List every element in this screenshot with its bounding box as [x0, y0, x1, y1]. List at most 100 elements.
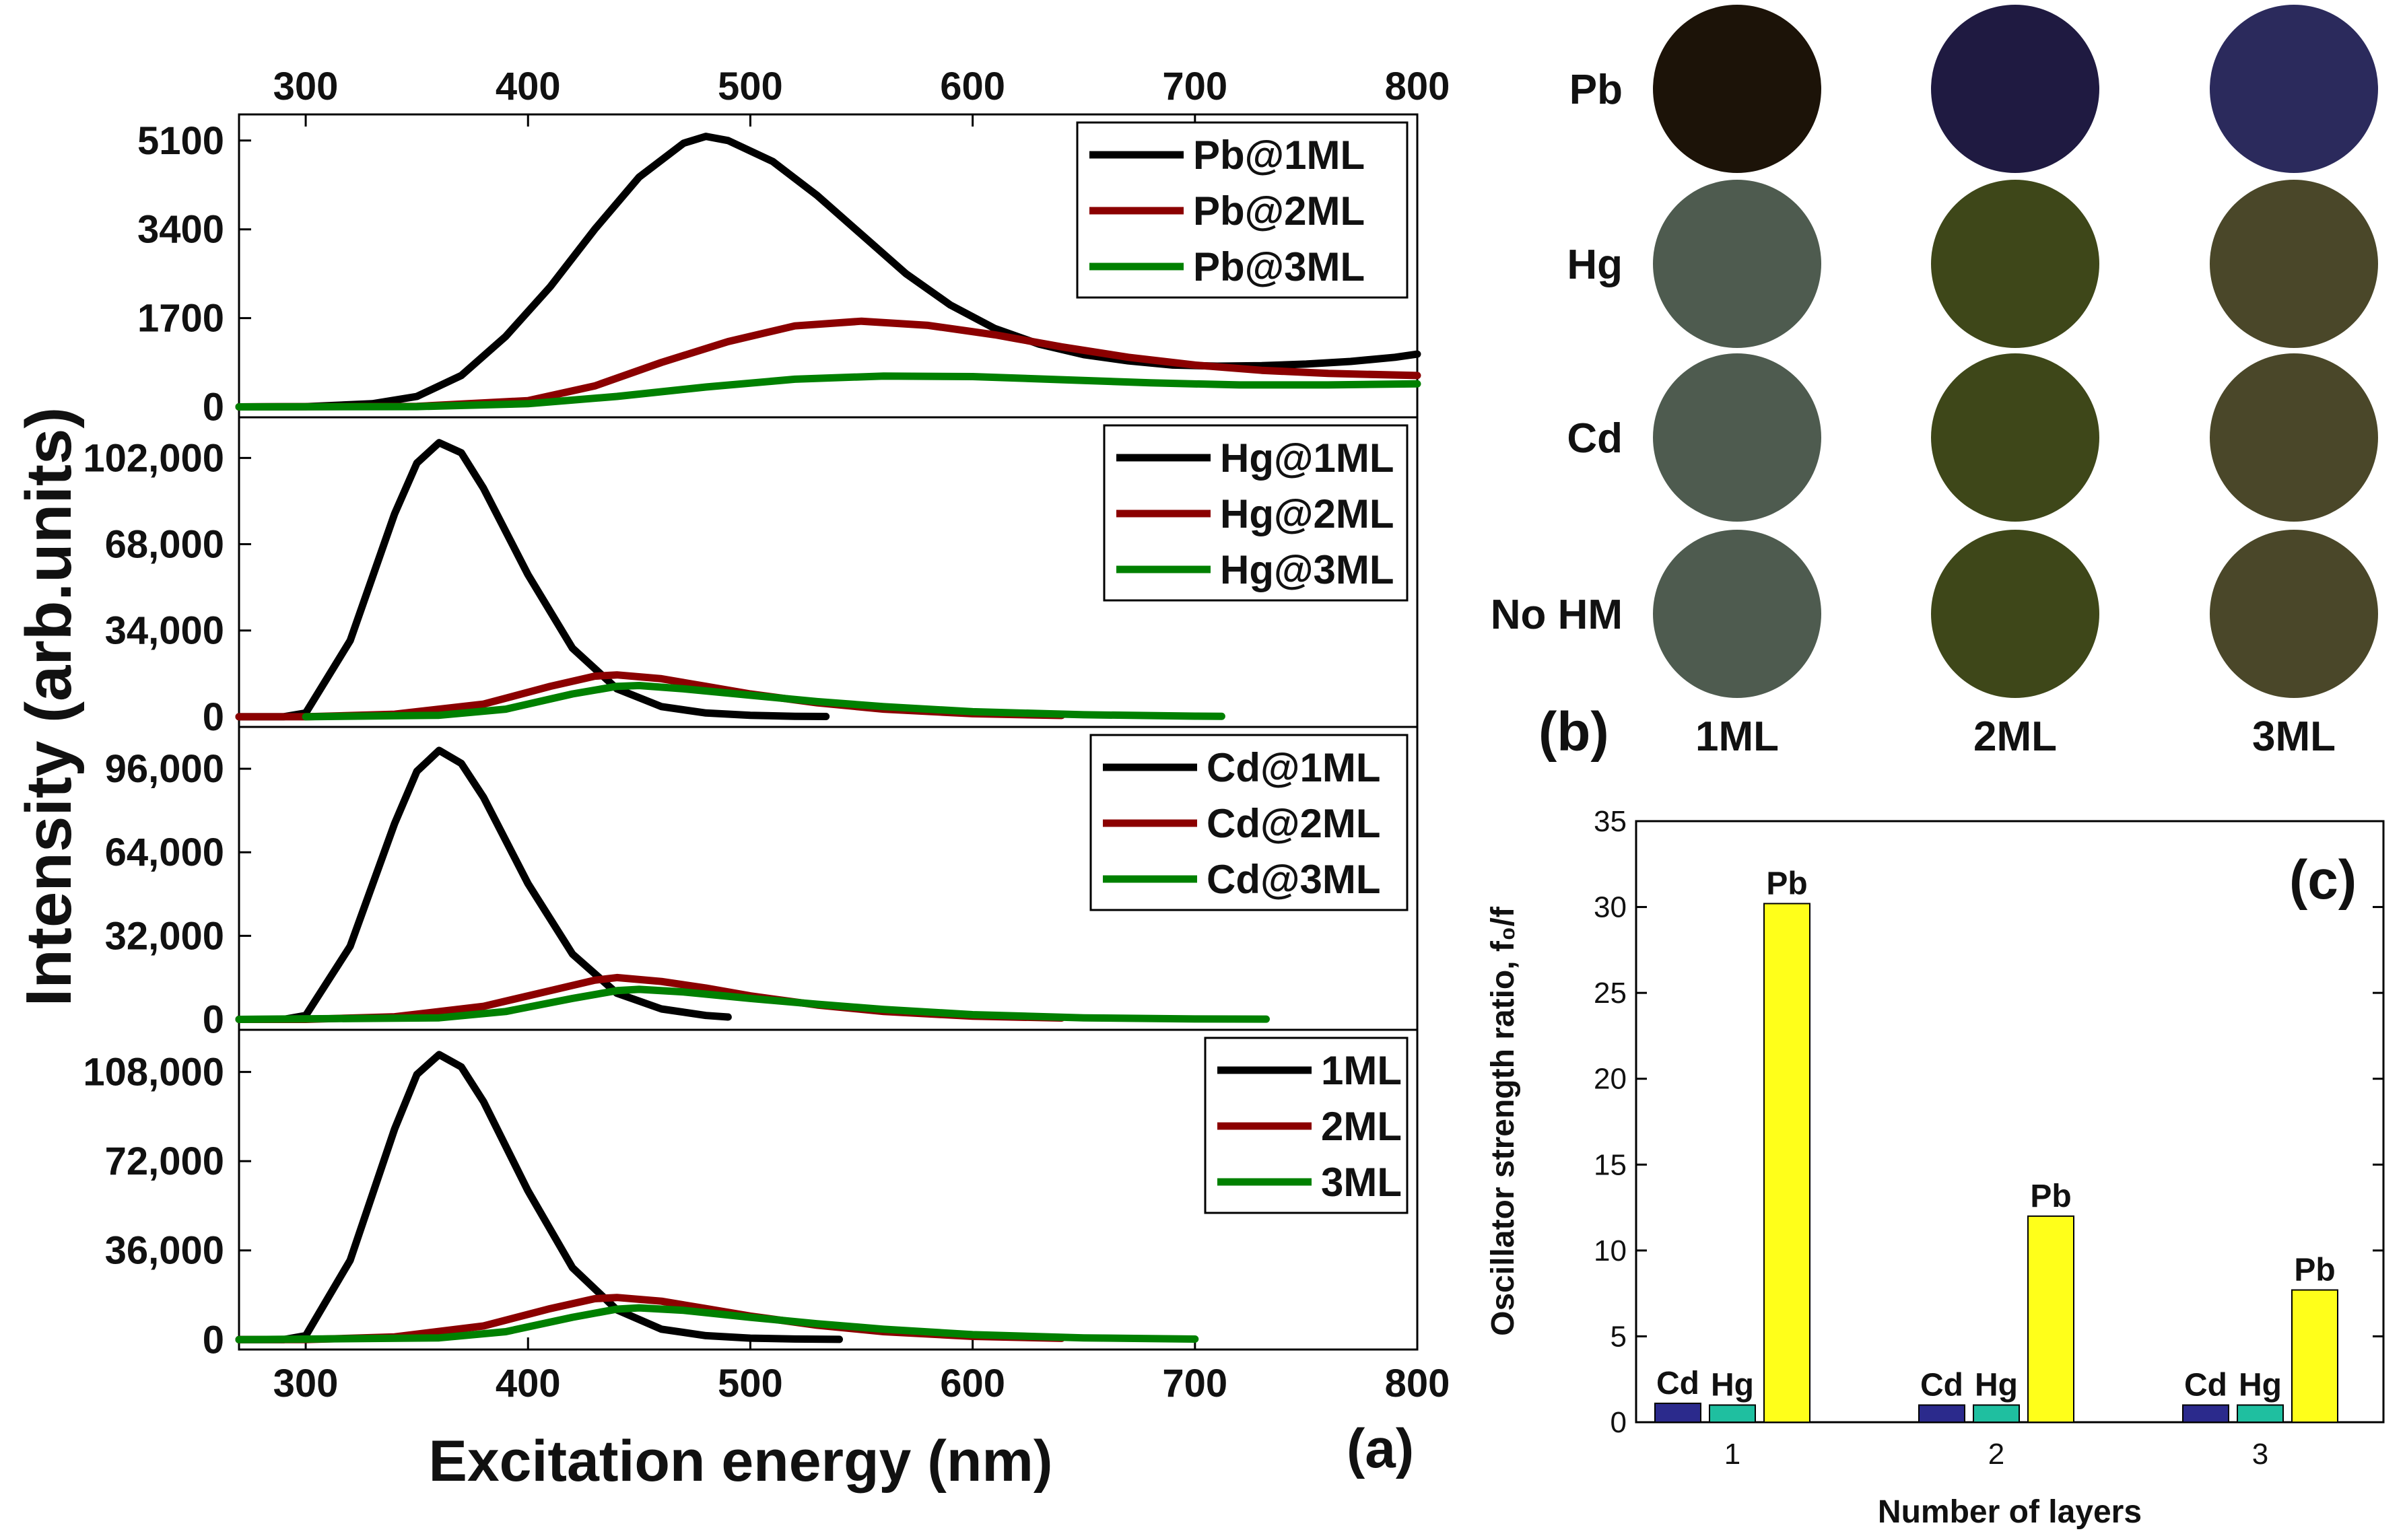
x-tick-label-top: 400 [496, 65, 561, 108]
series-line [235, 1304, 1199, 1343]
c-y-tick-label: 0 [1611, 1406, 1627, 1439]
color-swatch [1931, 5, 2099, 173]
y-tick-label: 68,000 [105, 523, 224, 567]
x-tick-label-top: 500 [718, 65, 783, 108]
y-tick-label: 1700 [137, 297, 224, 341]
c-y-tick-label: 20 [1594, 1063, 1627, 1096]
panel-b-color-swatches: Pb Hg Cd No HM 1ML 2ML 3ML (b) [1491, 5, 2378, 763]
x-tick-label-top: 300 [273, 65, 339, 108]
x-tick-label-bottom: 700 [1162, 1362, 1227, 1405]
c-y-tick-label: 5 [1611, 1320, 1627, 1353]
y-tick-label: 64,000 [105, 831, 224, 874]
bar-label: Hg [1711, 1367, 1754, 1403]
y-tick-label: 0 [203, 998, 224, 1041]
bar-cd [1654, 1402, 1701, 1424]
c-y-tick-label: 10 [1594, 1234, 1627, 1267]
color-swatch [1653, 530, 1821, 698]
swatch-row-label: Cd [1567, 415, 1623, 462]
legend-entry: Pb@3ML [1193, 244, 1365, 289]
bar-hg [1973, 1404, 2020, 1423]
y-tick-label: 3400 [137, 208, 224, 252]
bar-label: Cd [1656, 1366, 1699, 1401]
series-line [235, 317, 1421, 411]
c-x-tick-label: 2 [1988, 1438, 2004, 1471]
c-y-tick-label: 15 [1594, 1148, 1627, 1181]
y-tick-label: 36,000 [105, 1229, 224, 1273]
panel-a-letter: (a) [1347, 1418, 1414, 1479]
color-swatch [1653, 353, 1821, 522]
y-tick-label: 72,000 [105, 1140, 224, 1183]
y-tick-label: 0 [203, 385, 224, 429]
legend-entry: Cd@3ML [1207, 857, 1381, 902]
panel-a-y-axis-label: Intensity (arb.units) [13, 407, 85, 1007]
x-tick-label-bottom: 500 [718, 1362, 783, 1405]
bar-cd [1918, 1404, 1965, 1423]
c-y-tick-label: 25 [1594, 977, 1627, 1010]
bar-label: Pb [2030, 1179, 2071, 1214]
panel-c-letter: (c) [2289, 849, 2357, 911]
series-line [235, 746, 732, 1023]
bar-label: Cd [2184, 1367, 2227, 1403]
panel-c-bar-chart: Oscillator strength ratio, f₀/f Number o… [1485, 805, 2385, 1530]
color-swatch [2210, 180, 2378, 348]
color-swatch [2210, 5, 2378, 173]
panel-c-y-axis-label: Oscillator strength ratio, f₀/f [1485, 906, 1521, 1336]
panel-c-plot-frame [1635, 820, 2385, 1424]
legend-entry: Hg@3ML [1220, 547, 1394, 592]
color-swatch [1931, 530, 2099, 698]
swatch-row-label: Pb [1569, 67, 1623, 113]
c-y-tick-label: 30 [1594, 891, 1627, 924]
bar-pb [2291, 1289, 2338, 1424]
c-x-tick-label: 3 [2252, 1438, 2268, 1471]
swatch-column-label: 3ML [2252, 713, 2336, 760]
y-tick-label: 108,000 [83, 1051, 224, 1094]
swatch-column-label: 2ML [1973, 713, 2057, 760]
legend-entry: Pb@2ML [1193, 188, 1365, 234]
series-line [235, 985, 1270, 1023]
y-tick-label: 0 [203, 695, 224, 739]
legend-entry: 2ML [1321, 1104, 1402, 1149]
bar-pb [1763, 903, 1810, 1424]
legend-entry: Cd@2ML [1207, 801, 1381, 846]
y-tick-label: 34,000 [105, 609, 224, 653]
bar-label: Pb [2294, 1253, 2335, 1288]
legend-entry: Hg@1ML [1220, 435, 1394, 481]
c-x-tick-label: 1 [1724, 1438, 1740, 1471]
x-tick-label-bottom: 300 [273, 1362, 339, 1405]
y-tick-label: 0 [203, 1318, 224, 1362]
swatch-column-label: 1ML [1695, 713, 1779, 760]
swatch-row-label: Hg [1567, 242, 1623, 288]
bar-label: Pb [1766, 866, 1807, 901]
legend-entry: 3ML [1321, 1160, 1402, 1205]
y-tick-label: 5100 [137, 119, 224, 163]
swatch-row-label: No HM [1491, 592, 1623, 638]
panel-c-x-axis-label: Number of layers [1878, 1494, 2142, 1530]
y-tick-label: 102,000 [83, 436, 224, 480]
legend-entry: Pb@1ML [1193, 133, 1365, 178]
y-tick-label: 32,000 [105, 914, 224, 958]
color-swatch [2210, 530, 2378, 698]
panel-a-x-axis-label: Excitation energy (nm) [428, 1429, 1052, 1494]
legend-entry: 1ML [1321, 1048, 1402, 1093]
x-tick-label-top: 700 [1162, 65, 1227, 108]
color-swatch [1653, 5, 1821, 173]
subplot-frame [238, 1028, 1419, 1351]
panel-b-letter: (b) [1538, 701, 1609, 763]
panel-a-line-charts: Intensity (arb.units) Excitation energy … [13, 65, 1450, 1494]
color-swatch [1931, 353, 2099, 522]
series-line [235, 1051, 843, 1343]
y-tick-label: 96,000 [105, 747, 224, 791]
color-swatch [1653, 180, 1821, 348]
bar-cd [2182, 1404, 2229, 1423]
bar-label: Cd [1920, 1367, 1963, 1403]
series-line [235, 439, 830, 721]
color-swatch [2210, 353, 2378, 522]
c-y-tick-label: 35 [1594, 805, 1627, 838]
legend-entry: Hg@2ML [1220, 491, 1394, 536]
bar-pb [2027, 1215, 2074, 1424]
bar-label: Hg [1975, 1367, 2018, 1403]
series-line [302, 682, 1225, 721]
bar-hg [1709, 1404, 1756, 1423]
legend-entry: Cd@1ML [1207, 745, 1381, 790]
